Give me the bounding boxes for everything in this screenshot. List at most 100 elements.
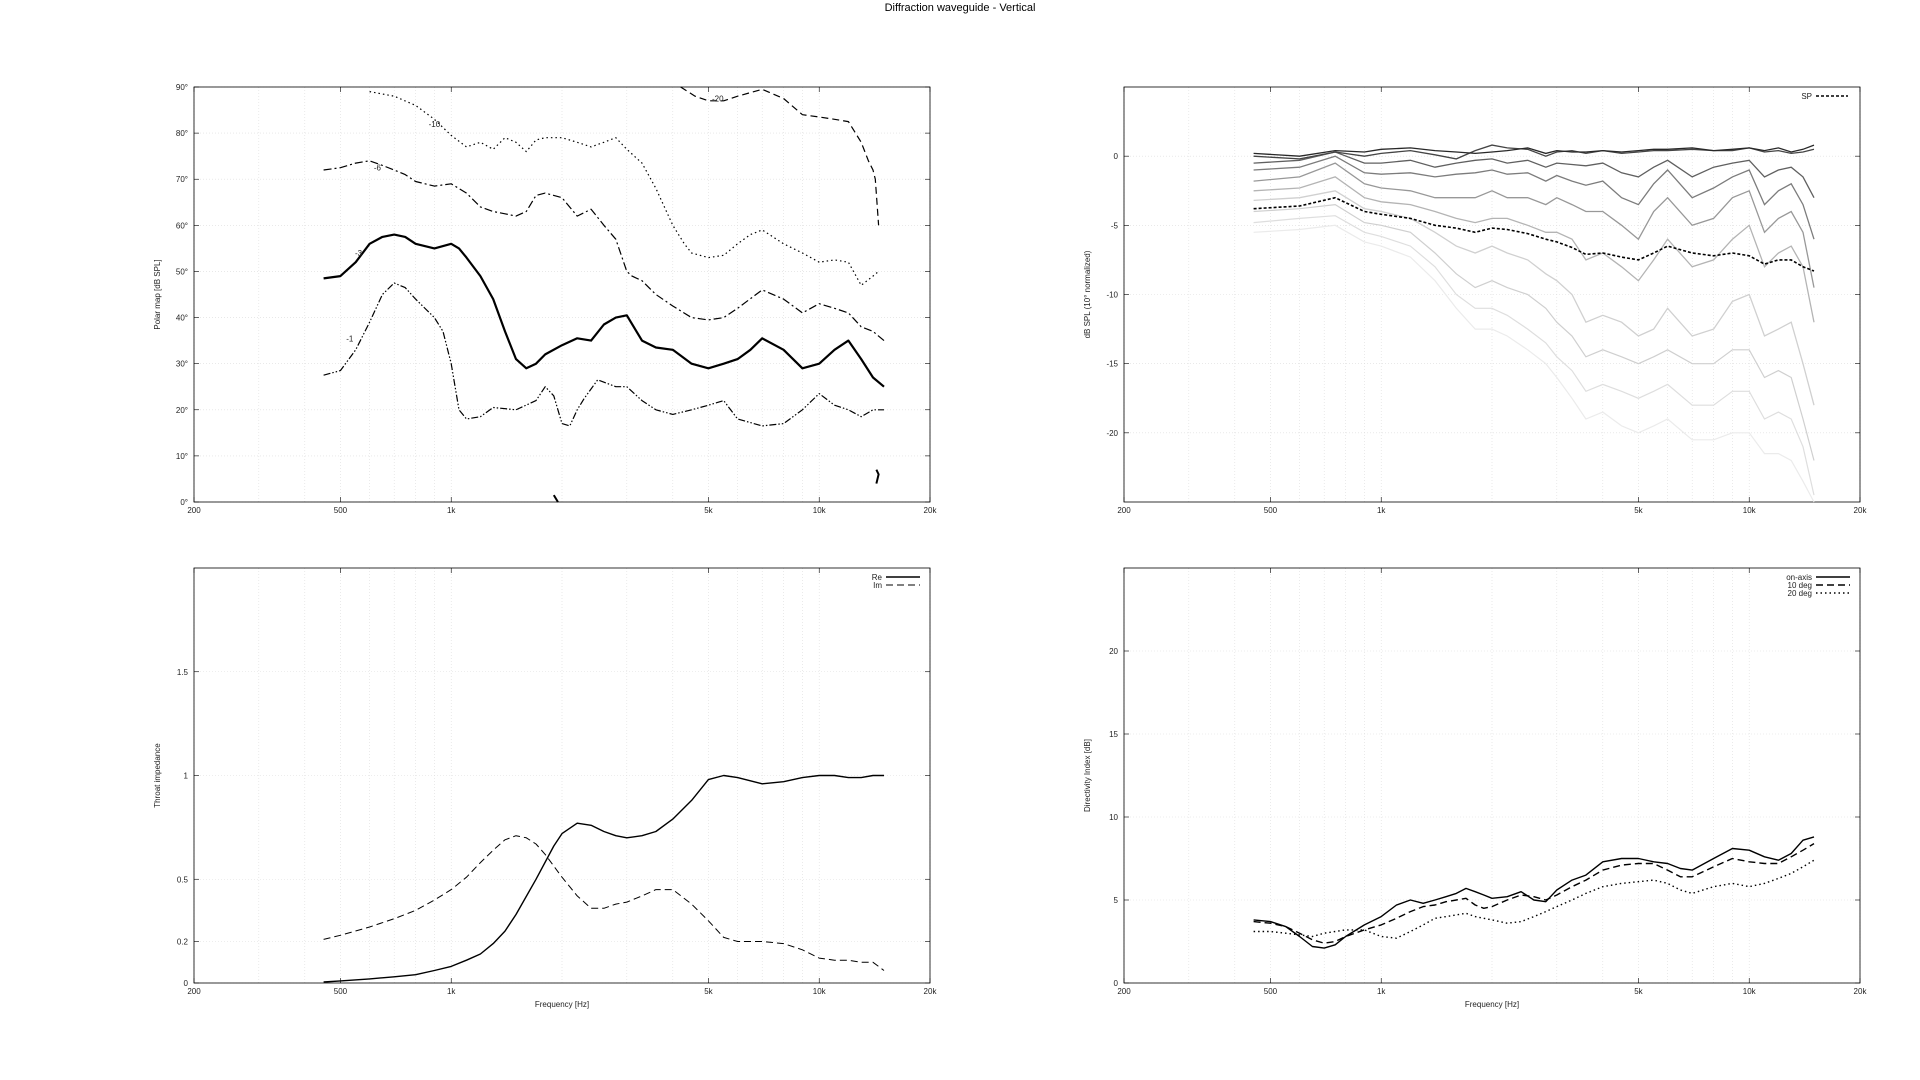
panel-impedance: 200 500 1k 5k 10k 20k 0 0.2 0.5 1 1.5 Throat impeda… xyxy=(153,567,938,1009)
x-tick-label: 1k xyxy=(1377,987,1386,996)
legend-label: Re xyxy=(872,573,883,582)
x-tick-label: 10k xyxy=(1743,987,1757,996)
x-tick-label: 20k xyxy=(1854,987,1868,996)
y-tick-label: 1 xyxy=(184,772,189,781)
legend-label: on-axis xyxy=(1786,573,1812,582)
x-axis-label: Frequency [Hz] xyxy=(535,1000,589,1009)
off-axis-curve-faint xyxy=(1253,203,1815,461)
x-tick-label: 10k xyxy=(1743,506,1757,515)
y-tick-label: 1.5 xyxy=(177,668,189,677)
y-tick-label: -20 xyxy=(1106,429,1118,438)
y-tick-label: 20 xyxy=(1109,647,1118,656)
x-tick-label: 1k xyxy=(447,506,456,515)
y-tick-label: 50° xyxy=(176,267,188,276)
contour-label: -20 xyxy=(712,95,724,104)
x-tick-label: 5k xyxy=(704,506,713,515)
y-tick-label: 0° xyxy=(180,498,188,507)
y-tick-label: 90° xyxy=(176,83,188,92)
y-tick-label: 0.2 xyxy=(177,938,189,947)
polar-grid xyxy=(193,86,931,503)
y-tick-label: 0 xyxy=(1114,152,1119,161)
y-tick-label: 0 xyxy=(1114,979,1119,988)
x-tick-label: 200 xyxy=(1117,506,1131,515)
y-tick-label: 10° xyxy=(176,452,188,461)
contour-fragment xyxy=(552,494,559,503)
series-line xyxy=(323,282,884,427)
series-line xyxy=(1253,842,1815,944)
x-tick-label: 20k xyxy=(924,987,938,996)
off-axis-curve xyxy=(1253,162,1815,288)
legend-label: SP xyxy=(1801,92,1812,101)
series-line xyxy=(323,835,885,971)
di-grid xyxy=(1123,568,1861,984)
y-tick-label: 20° xyxy=(176,406,188,415)
off-axis-curve-faint xyxy=(1253,224,1815,503)
legend-label: 20 deg xyxy=(1788,589,1812,598)
y-tick-label: 80° xyxy=(176,129,188,138)
spl-plot-area: SP xyxy=(1253,92,1848,503)
legend-label: Im xyxy=(873,581,882,590)
panel-di: 200 500 1k 5k 10k 20k 0 5 10 15 20 Directivity Inde… xyxy=(1083,567,1868,1009)
x-tick-label: 200 xyxy=(187,506,201,515)
series-line xyxy=(1253,836,1815,949)
x-tick-label: 1k xyxy=(447,987,456,996)
y-tick-label: 0 xyxy=(184,979,189,988)
y-axis-label: Throat impedance xyxy=(153,743,162,808)
x-tick-label: 5k xyxy=(1634,987,1643,996)
y-tick-label: 10 xyxy=(1109,813,1118,822)
y-tick-label: -10 xyxy=(1106,291,1118,300)
contour-label: -1 xyxy=(346,334,354,343)
y-tick-label: 15 xyxy=(1109,730,1118,739)
off-axis-curve xyxy=(1253,190,1815,406)
off-axis-curve xyxy=(1253,144,1815,157)
series-line xyxy=(1253,859,1815,939)
sp-curve xyxy=(1253,196,1815,272)
series-line xyxy=(369,91,879,286)
y-tick-label: 0.5 xyxy=(177,875,189,884)
contour-label: -3 xyxy=(355,249,363,258)
x-tick-label: 5k xyxy=(1634,506,1643,515)
off-axis-curve xyxy=(1253,176,1815,323)
series-line xyxy=(323,233,885,388)
y-tick-label: -15 xyxy=(1106,360,1118,369)
y-tick-label: -5 xyxy=(1111,221,1119,230)
polar-frame xyxy=(193,86,931,503)
y-tick-label: 5 xyxy=(1114,896,1119,905)
contour-label: -6 xyxy=(374,164,382,173)
di-frame xyxy=(1123,567,1861,984)
panel-spl: 200 500 1k 5k 10k 20k -20 -15 -10 -5 0 dB SPL (10° … xyxy=(1083,86,1868,515)
x-tick-label: 500 xyxy=(334,987,348,996)
off-axis-curve xyxy=(1253,155,1815,240)
x-tick-label: 10k xyxy=(813,506,827,515)
x-tick-label: 200 xyxy=(187,987,201,996)
x-tick-label: 500 xyxy=(334,506,348,515)
y-tick-label: 30° xyxy=(176,360,188,369)
contour-label: -10 xyxy=(429,120,441,129)
y-tick-label: 40° xyxy=(176,314,188,323)
legend-label: 10 deg xyxy=(1788,581,1812,590)
y-axis-label: dB SPL (10° normalized) xyxy=(1083,250,1092,338)
y-axis-label: Directivity Index [dB] xyxy=(1083,739,1092,812)
x-axis-label: Frequency [Hz] xyxy=(1465,1000,1519,1009)
series-line xyxy=(680,86,880,226)
y-tick-label: 70° xyxy=(176,175,188,184)
series-line xyxy=(323,160,885,342)
x-tick-label: 1k xyxy=(1377,506,1386,515)
x-tick-label: 10k xyxy=(813,987,827,996)
x-tick-label: 20k xyxy=(924,506,938,515)
series-line xyxy=(323,774,884,983)
x-tick-label: 500 xyxy=(1264,506,1278,515)
off-axis-curve xyxy=(1253,151,1815,199)
contour-fragment xyxy=(875,469,880,484)
x-tick-label: 5k xyxy=(704,987,713,996)
y-axis-label: Polar map [dB SPL] xyxy=(153,259,162,329)
panel-polar: 200 500 1k 5k 10k 20k 0° 10° 20° 30° 40° 50° 60° 70° 8… xyxy=(153,83,937,515)
polar-plot-area: -20 -10 -6 -3 -1 xyxy=(323,86,885,503)
off-axis-curve-faint xyxy=(1253,215,1815,496)
x-tick-label: 20k xyxy=(1854,506,1868,515)
x-tick-label: 500 xyxy=(1264,987,1278,996)
